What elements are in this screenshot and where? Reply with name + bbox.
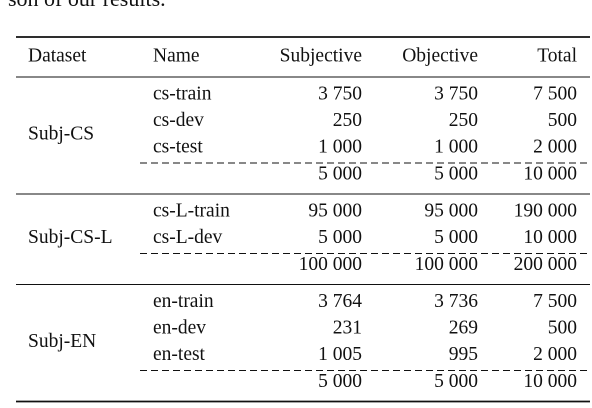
total-value: 5 000 <box>318 163 362 184</box>
row-name: cs-test <box>153 136 203 157</box>
row-name: cs-L-train <box>153 200 230 221</box>
row-name: en-dev <box>153 317 206 338</box>
cut-off-text: son of our results. <box>8 0 166 11</box>
cell-value: 95 000 <box>424 200 478 221</box>
dataset-label: Subj-CS <box>28 123 94 144</box>
column-header: Objective <box>402 45 478 66</box>
total-value: 10 000 <box>523 163 577 184</box>
cell-value: 250 <box>333 110 362 131</box>
cell-value: 231 <box>333 317 362 338</box>
cell-value: 3 750 <box>434 83 478 104</box>
total-value: 5 000 <box>318 371 362 392</box>
cell-value: 2 000 <box>533 136 577 157</box>
cell-value: 1 000 <box>434 136 478 157</box>
cell-value: 5 000 <box>434 227 478 248</box>
cell-value: 5 000 <box>318 227 362 248</box>
cell-value: 1 005 <box>318 344 362 365</box>
total-value: 5 000 <box>434 163 478 184</box>
column-header: Name <box>153 45 200 66</box>
cell-value: 500 <box>548 110 577 131</box>
cell-value: 3 764 <box>318 291 362 312</box>
row-name: cs-train <box>153 83 212 104</box>
row-name: cs-dev <box>153 110 204 131</box>
dataset-label: Subj-CS-L <box>28 227 113 248</box>
cell-value: 7 500 <box>533 291 577 312</box>
cell-value: 95 000 <box>308 200 362 221</box>
cell-value: 190 000 <box>514 200 577 221</box>
row-name: en-test <box>153 344 206 365</box>
cell-value: 3 750 <box>318 83 362 104</box>
total-value: 100 000 <box>415 254 478 275</box>
total-value: 200 000 <box>514 254 577 275</box>
total-value: 10 000 <box>523 371 577 392</box>
cell-value: 1 000 <box>318 136 362 157</box>
cell-value: 7 500 <box>533 83 577 104</box>
cell-value: 995 <box>449 344 478 365</box>
cell-value: 250 <box>449 110 478 131</box>
total-value: 5 000 <box>434 371 478 392</box>
cell-value: 269 <box>449 317 478 338</box>
cell-value: 3 736 <box>434 291 478 312</box>
cell-value: 2 000 <box>533 344 577 365</box>
column-header: Subjective <box>280 45 362 66</box>
total-value: 100 000 <box>299 254 362 275</box>
column-header: Total <box>537 45 577 66</box>
cell-value: 10 000 <box>523 227 577 248</box>
column-header: Dataset <box>28 45 87 66</box>
cell-value: 500 <box>548 317 577 338</box>
row-name: en-train <box>153 291 214 312</box>
row-name: cs-L-dev <box>153 227 223 248</box>
dataset-label: Subj-EN <box>28 331 96 352</box>
